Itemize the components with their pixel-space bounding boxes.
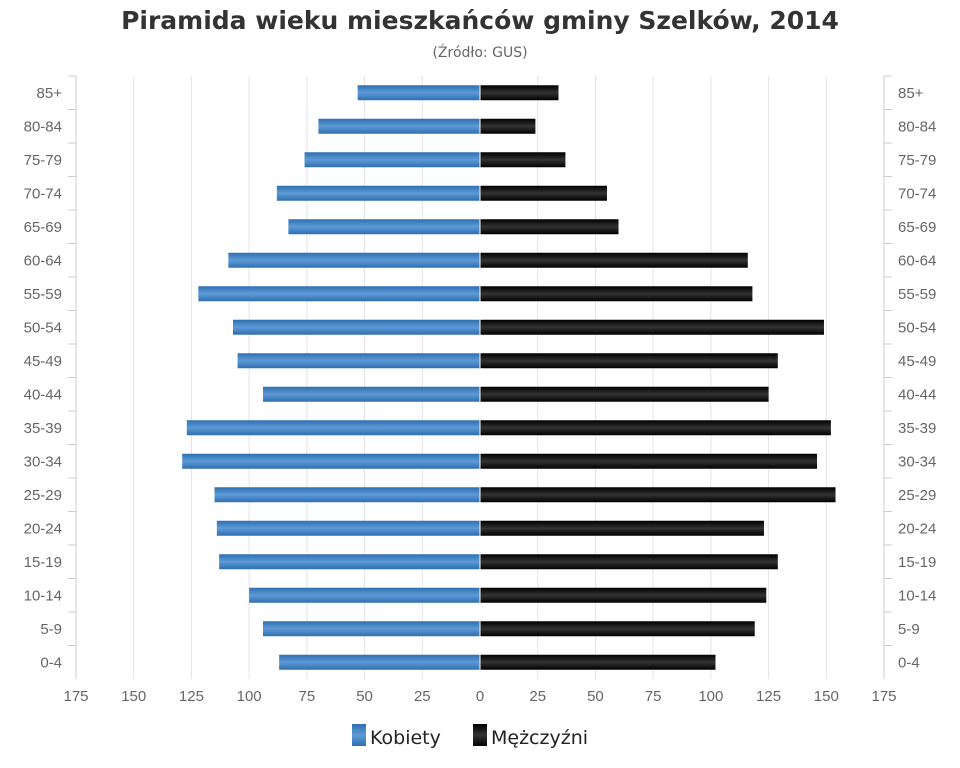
bar-kobiety[interactable] (279, 654, 480, 670)
bar-mezczyzni[interactable] (480, 319, 824, 335)
y-tick-label-left: 65-69 (24, 219, 62, 236)
x-tick-label: 150 (121, 688, 146, 705)
bar-mezczyzni[interactable] (480, 185, 607, 201)
y-tick-label-right: 0-4 (898, 654, 920, 671)
y-tick-label-left: 45-49 (24, 353, 62, 370)
bar-kobiety[interactable] (357, 85, 480, 101)
bar-kobiety[interactable] (262, 621, 480, 637)
y-tick-label-right: 50-54 (898, 319, 936, 336)
y-tick-label-right: 80-84 (898, 118, 936, 135)
y-tick-label-left: 50-54 (24, 319, 62, 336)
x-tick-label: 100 (698, 688, 723, 705)
y-tick-label-right: 75-79 (898, 152, 936, 169)
bar-mezczyzni[interactable] (480, 252, 748, 268)
y-tick-label-left: 0-4 (40, 654, 62, 671)
bar-mezczyzni[interactable] (480, 453, 818, 469)
legend: Kobiety Mężczyźni (352, 724, 588, 749)
x-tick-label: 0 (476, 688, 484, 705)
bar-kobiety[interactable] (219, 554, 481, 570)
x-tick-label: 75 (645, 688, 662, 705)
bar-kobiety[interactable] (237, 353, 480, 369)
legend-swatch-kobiety (352, 724, 366, 746)
y-tick-label-right: 35-39 (898, 420, 936, 437)
y-tick-label-right: 65-69 (898, 219, 936, 236)
y-tick-label-left: 70-74 (24, 185, 62, 202)
bar-mezczyzni[interactable] (480, 118, 536, 134)
bar-kobiety[interactable] (228, 252, 480, 268)
bar-mezczyzni[interactable] (480, 487, 836, 503)
bar-kobiety[interactable] (288, 219, 480, 235)
bar-kobiety[interactable] (304, 152, 480, 168)
x-tick-label: 75 (299, 688, 316, 705)
y-tick-label-right: 20-24 (898, 520, 936, 537)
x-tick-label: 25 (414, 688, 431, 705)
y-tick-label-right: 25-29 (898, 487, 936, 504)
y-tick-label-left: 85+ (37, 85, 63, 102)
bar-mezczyzni[interactable] (480, 386, 769, 402)
bar-mezczyzni[interactable] (480, 152, 566, 168)
y-tick-label-right: 40-44 (898, 386, 936, 403)
y-tick-label-left: 15-19 (24, 554, 62, 571)
x-tick-label: 150 (814, 688, 839, 705)
bar-mezczyzni[interactable] (480, 621, 755, 637)
y-tick-label-left: 35-39 (24, 420, 62, 437)
chart-title: Piramida wieku mieszkańców gminy Szelków… (121, 6, 839, 35)
bar-mezczyzni[interactable] (480, 654, 716, 670)
bar-kobiety[interactable] (232, 319, 480, 335)
y-tick-label-left: 25-29 (24, 487, 62, 504)
bar-kobiety[interactable] (186, 420, 480, 436)
y-tick-label-right: 10-14 (898, 587, 936, 604)
y-tick-label-left: 55-59 (24, 286, 62, 303)
y-tick-label-right: 55-59 (898, 286, 936, 303)
y-tick-label-left: 30-34 (24, 453, 62, 470)
x-tick-label: 50 (356, 688, 373, 705)
x-tick-label: 175 (63, 688, 88, 705)
y-tick-label-right: 45-49 (898, 353, 936, 370)
x-tick-label: 100 (237, 688, 262, 705)
y-tick-label-right: 60-64 (898, 252, 936, 269)
bar-kobiety[interactable] (198, 286, 480, 302)
bar-kobiety[interactable] (249, 587, 480, 603)
bar-kobiety[interactable] (318, 118, 480, 134)
bar-mezczyzni[interactable] (480, 85, 559, 101)
y-tick-label-right: 30-34 (898, 453, 936, 470)
bar-mezczyzni[interactable] (480, 219, 619, 235)
x-tick-label: 125 (756, 688, 781, 705)
y-tick-label-right: 85+ (898, 85, 924, 102)
chart-subtitle: (Źródło: GUS) (432, 45, 528, 61)
legend-swatch-mezczyzni (473, 724, 487, 746)
bar-kobiety[interactable] (216, 520, 480, 536)
bar-kobiety[interactable] (214, 487, 480, 503)
bar-kobiety[interactable] (262, 386, 480, 402)
y-tick-label-right: 5-9 (898, 621, 920, 638)
legend-label-mezczyzni[interactable]: Mężczyźni (491, 727, 588, 749)
y-tick-label-left: 5-9 (40, 621, 62, 638)
y-tick-label-left: 10-14 (24, 587, 62, 604)
bar-mezczyzni[interactable] (480, 286, 753, 302)
y-tick-label-left: 80-84 (24, 118, 62, 135)
bar-mezczyzni[interactable] (480, 587, 767, 603)
y-tick-label-right: 70-74 (898, 185, 936, 202)
x-tick-label: 25 (529, 688, 546, 705)
y-tick-label-right: 15-19 (898, 554, 936, 571)
bar-mezczyzni[interactable] (480, 353, 778, 369)
x-tick-label: 125 (179, 688, 204, 705)
bar-mezczyzni[interactable] (480, 520, 764, 536)
bar-mezczyzni[interactable] (480, 420, 831, 436)
bar-kobiety[interactable] (276, 185, 480, 201)
y-tick-label-left: 40-44 (24, 386, 62, 403)
y-tick-label-left: 75-79 (24, 152, 62, 169)
bar-mezczyzni[interactable] (480, 554, 778, 570)
legend-label-kobiety[interactable]: Kobiety (370, 727, 441, 749)
y-tick-label-left: 20-24 (24, 520, 62, 537)
x-tick-label: 175 (871, 688, 896, 705)
x-tick-label: 50 (587, 688, 604, 705)
y-tick-label-left: 60-64 (24, 252, 62, 269)
bar-kobiety[interactable] (182, 453, 481, 469)
